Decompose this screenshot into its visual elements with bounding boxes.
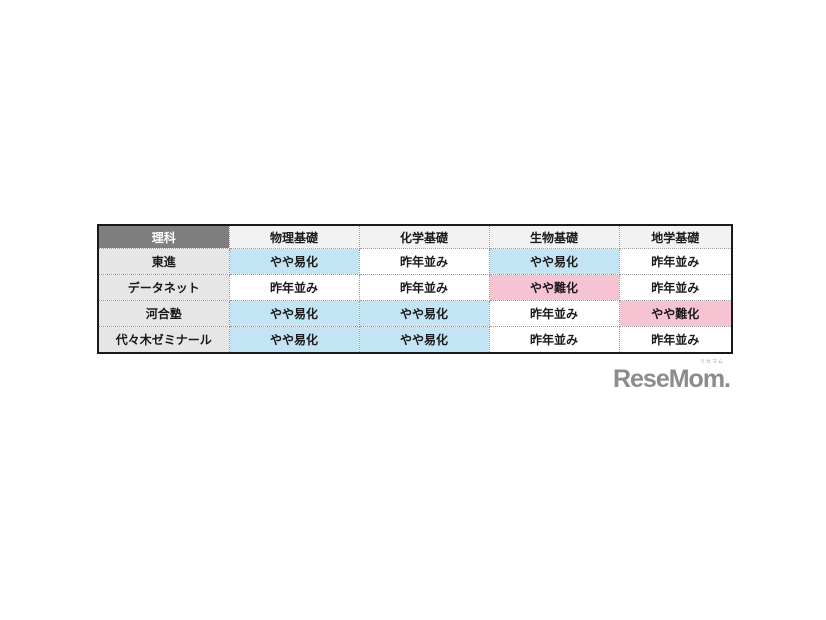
trend-cell-easier: やや易化 [228, 300, 360, 327]
column-header-earth-science: 地学基礎 [618, 224, 733, 249]
trend-cell-same: 昨年並み [358, 274, 490, 301]
trend-cell-same: 昨年並み [358, 248, 490, 275]
table-row: 河合塾 やや易化 やや易化 昨年並み やや難化 [97, 300, 733, 327]
row-label: 河合塾 [97, 300, 230, 327]
column-header-biology: 生物基礎 [488, 224, 620, 249]
column-header-physics: 物理基礎 [228, 224, 360, 249]
trend-cell-easier: やや易化 [358, 300, 490, 327]
trend-cell-harder: やや難化 [618, 300, 733, 327]
trend-cell-same: 昨年並み [618, 326, 733, 354]
table-row: データネット 昨年並み 昨年並み やや難化 昨年並み [97, 274, 733, 301]
table-body: 東進 やや易化 昨年並み やや易化 昨年並み データネット 昨年並み 昨年並み やや難化 昨年並み… [97, 248, 733, 354]
row-label: 東進 [97, 248, 230, 275]
trend-cell-harder: やや難化 [488, 274, 620, 301]
trend-table: 理科 物理基礎 化学基礎 生物基礎 地学基礎 東進 やや易化 昨年並み やや易化 昨年並… [97, 224, 733, 354]
column-header-chemistry: 化学基礎 [358, 224, 490, 249]
resemom-logo-wordmark: ReseMom. [612, 365, 731, 393]
trend-cell-easier: やや易化 [358, 326, 490, 354]
table-row: 東進 やや易化 昨年並み やや易化 昨年並み [97, 248, 733, 275]
trend-cell-same: 昨年並み [488, 300, 620, 327]
row-label: データネット [97, 274, 230, 301]
resemom-logo: リセマム ReseMom. [605, 359, 731, 394]
trend-cell-same: 昨年並み [228, 274, 360, 301]
table-header-row: 理科 物理基礎 化学基礎 生物基礎 地学基礎 [97, 224, 733, 249]
corner-header-subject: 理科 [97, 224, 230, 249]
row-label: 代々木ゼミナール [97, 326, 230, 354]
trend-cell-same: 昨年並み [618, 274, 733, 301]
table-row: 代々木ゼミナール やや易化 やや易化 昨年並み 昨年並み [97, 326, 733, 354]
trend-cell-same: 昨年並み [488, 326, 620, 354]
resemom-logo-ruby-text: リセマム [699, 359, 724, 365]
trend-cell-same: 昨年並み [618, 248, 733, 275]
science-difficulty-table: 理科 物理基礎 化学基礎 生物基礎 地学基礎 東進 やや易化 昨年並み やや易化 昨年並… [97, 224, 733, 354]
trend-cell-easier: やや易化 [228, 326, 360, 354]
trend-cell-easier: やや易化 [228, 248, 360, 275]
trend-cell-easier: やや易化 [488, 248, 620, 275]
